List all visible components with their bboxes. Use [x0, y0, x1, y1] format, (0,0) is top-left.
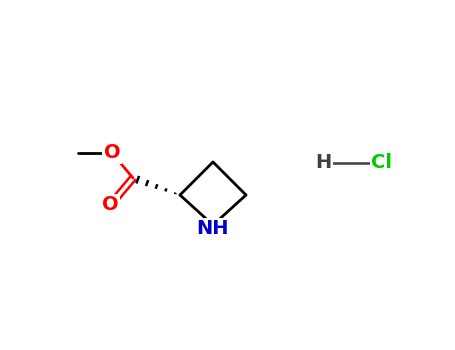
- Text: Cl: Cl: [371, 154, 393, 173]
- Text: NH: NH: [197, 219, 229, 238]
- Text: O: O: [101, 196, 118, 215]
- Text: O: O: [104, 144, 120, 162]
- Text: H: H: [315, 154, 331, 173]
